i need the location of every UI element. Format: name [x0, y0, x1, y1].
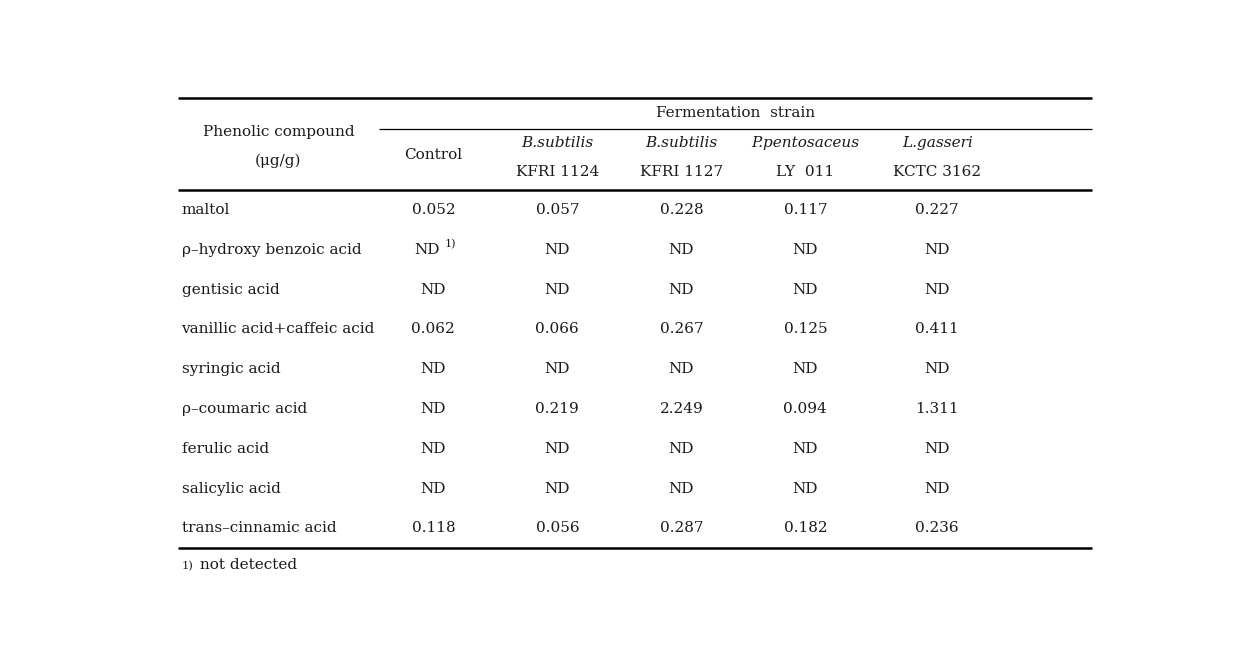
Text: salicylic acid: salicylic acid: [182, 481, 280, 496]
Text: ND: ND: [793, 283, 818, 297]
Text: ND: ND: [668, 442, 694, 456]
Text: ND: ND: [421, 362, 446, 376]
Text: ND: ND: [793, 481, 818, 496]
Text: KCTC 3162: KCTC 3162: [893, 165, 981, 179]
Text: ρ–hydroxy benzoic acid: ρ–hydroxy benzoic acid: [182, 243, 361, 257]
Text: ND: ND: [545, 481, 571, 496]
Text: ND: ND: [668, 481, 694, 496]
Text: 0.125: 0.125: [783, 322, 827, 337]
Text: KFRI 1124: KFRI 1124: [516, 165, 599, 179]
Text: 0.052: 0.052: [411, 203, 456, 217]
Text: 0.118: 0.118: [411, 521, 456, 535]
Text: ND: ND: [924, 442, 950, 456]
Text: LY  011: LY 011: [777, 165, 835, 179]
Text: 0.267: 0.267: [659, 322, 703, 337]
Text: ND: ND: [421, 442, 446, 456]
Text: ND: ND: [668, 243, 694, 257]
Text: ND: ND: [924, 362, 950, 376]
Text: ferulic acid: ferulic acid: [182, 442, 269, 456]
Text: ND: ND: [421, 283, 446, 297]
Text: ND: ND: [924, 481, 950, 496]
Text: 1): 1): [182, 561, 194, 572]
Text: trans–cinnamic acid: trans–cinnamic acid: [182, 521, 336, 535]
Text: ND: ND: [545, 243, 571, 257]
Text: 0.056: 0.056: [536, 521, 579, 535]
Text: ρ–coumaric acid: ρ–coumaric acid: [182, 402, 306, 416]
Text: Phenolic compound: Phenolic compound: [203, 124, 354, 139]
Text: 1): 1): [445, 239, 456, 250]
Text: ND: ND: [415, 243, 440, 257]
Text: 0.228: 0.228: [659, 203, 703, 217]
Text: 0.219: 0.219: [536, 402, 579, 416]
Text: maltol: maltol: [182, 203, 230, 217]
Text: ND: ND: [545, 283, 571, 297]
Text: syringic acid: syringic acid: [182, 362, 280, 376]
Text: 0.182: 0.182: [783, 521, 827, 535]
Text: ND: ND: [924, 243, 950, 257]
Text: P.pentosaceus: P.pentosaceus: [751, 136, 860, 149]
Text: 0.066: 0.066: [536, 322, 579, 337]
Text: not detected: not detected: [195, 558, 296, 572]
Text: Control: Control: [404, 148, 462, 162]
Text: ND: ND: [421, 402, 446, 416]
Text: 0.411: 0.411: [915, 322, 960, 337]
Text: 0.287: 0.287: [659, 521, 703, 535]
Text: ND: ND: [793, 243, 818, 257]
Text: ND: ND: [793, 362, 818, 376]
Text: 2.249: 2.249: [659, 402, 703, 416]
Text: (μg/g): (μg/g): [256, 154, 301, 168]
Text: vanillic acid+caffeic acid: vanillic acid+caffeic acid: [182, 322, 375, 337]
Text: ND: ND: [668, 283, 694, 297]
Text: ND: ND: [793, 442, 818, 456]
Text: 0.117: 0.117: [783, 203, 827, 217]
Text: L.gasseri: L.gasseri: [902, 136, 972, 149]
Text: 1.311: 1.311: [915, 402, 958, 416]
Text: gentisic acid: gentisic acid: [182, 283, 279, 297]
Text: KFRI 1127: KFRI 1127: [640, 165, 722, 179]
Text: ND: ND: [421, 481, 446, 496]
Text: 0.057: 0.057: [536, 203, 579, 217]
Text: ND: ND: [924, 283, 950, 297]
Text: ND: ND: [545, 362, 571, 376]
Text: ND: ND: [545, 442, 571, 456]
Text: 0.062: 0.062: [411, 322, 456, 337]
Text: Fermentation  strain: Fermentation strain: [656, 106, 815, 121]
Text: 0.094: 0.094: [783, 402, 827, 416]
Text: ND: ND: [668, 362, 694, 376]
Text: B.subtilis: B.subtilis: [521, 136, 594, 149]
Text: B.subtilis: B.subtilis: [645, 136, 718, 149]
Text: 0.227: 0.227: [915, 203, 958, 217]
Text: 0.236: 0.236: [915, 521, 958, 535]
